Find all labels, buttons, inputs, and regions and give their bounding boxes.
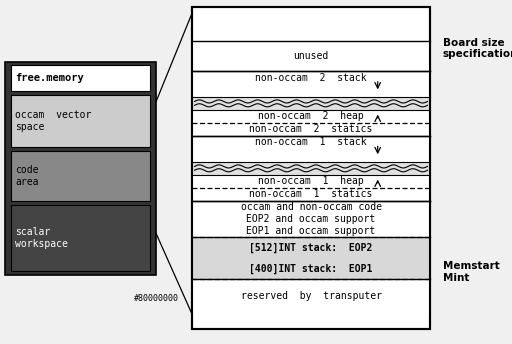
Bar (192, 225, 430, 237)
Text: non-occam  1  stack: non-occam 1 stack (255, 137, 367, 147)
Text: free.memory: free.memory (15, 73, 84, 83)
Bar (192, 97, 430, 110)
Bar (192, 7, 430, 329)
Bar (192, 7, 430, 329)
Bar (192, 279, 430, 314)
Bar (192, 123, 430, 136)
Text: scalar
workspace: scalar workspace (15, 227, 68, 249)
Bar (192, 41, 430, 71)
Text: #80000000: #80000000 (134, 294, 179, 303)
Text: non-occam  2  statics: non-occam 2 statics (249, 124, 373, 134)
Bar (11, 151, 150, 201)
Text: non-occam  1  statics: non-occam 1 statics (249, 189, 373, 199)
Bar (192, 162, 430, 175)
Bar (192, 175, 430, 187)
Bar (11, 95, 150, 147)
Bar (192, 237, 430, 258)
Text: reserved  by  transputer: reserved by transputer (241, 291, 381, 301)
Bar (11, 205, 150, 271)
Text: Memstart
Mint: Memstart Mint (443, 261, 500, 283)
Bar (192, 201, 430, 213)
Bar (192, 110, 430, 123)
Text: EOP1 and occam support: EOP1 and occam support (246, 226, 376, 236)
Bar (192, 71, 430, 97)
Bar (192, 213, 430, 225)
Text: non-occam  2  stack: non-occam 2 stack (255, 73, 367, 83)
Bar (192, 136, 430, 162)
Text: EOP2 and occam support: EOP2 and occam support (246, 214, 376, 224)
Text: non-occam  2  heap: non-occam 2 heap (258, 111, 364, 121)
Text: unused: unused (293, 51, 329, 61)
Text: [400]INT stack:  EOP1: [400]INT stack: EOP1 (249, 264, 373, 273)
Text: occam  vector
space: occam vector space (15, 110, 92, 132)
Text: Board size
specification: Board size specification (443, 38, 512, 60)
Bar (192, 187, 430, 201)
Text: [512]INT stack:  EOP2: [512]INT stack: EOP2 (249, 243, 373, 253)
Bar (192, 258, 430, 279)
Text: non-occam  1  heap: non-occam 1 heap (258, 176, 364, 186)
Bar (11, 65, 150, 91)
Text: occam and non-occam code: occam and non-occam code (241, 202, 381, 212)
Bar (5, 62, 156, 275)
Text: code
area: code area (15, 165, 39, 187)
